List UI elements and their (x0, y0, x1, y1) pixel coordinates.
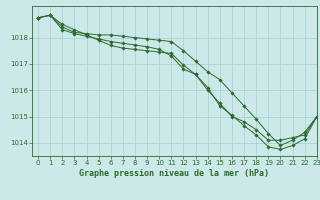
X-axis label: Graphe pression niveau de la mer (hPa): Graphe pression niveau de la mer (hPa) (79, 169, 269, 178)
